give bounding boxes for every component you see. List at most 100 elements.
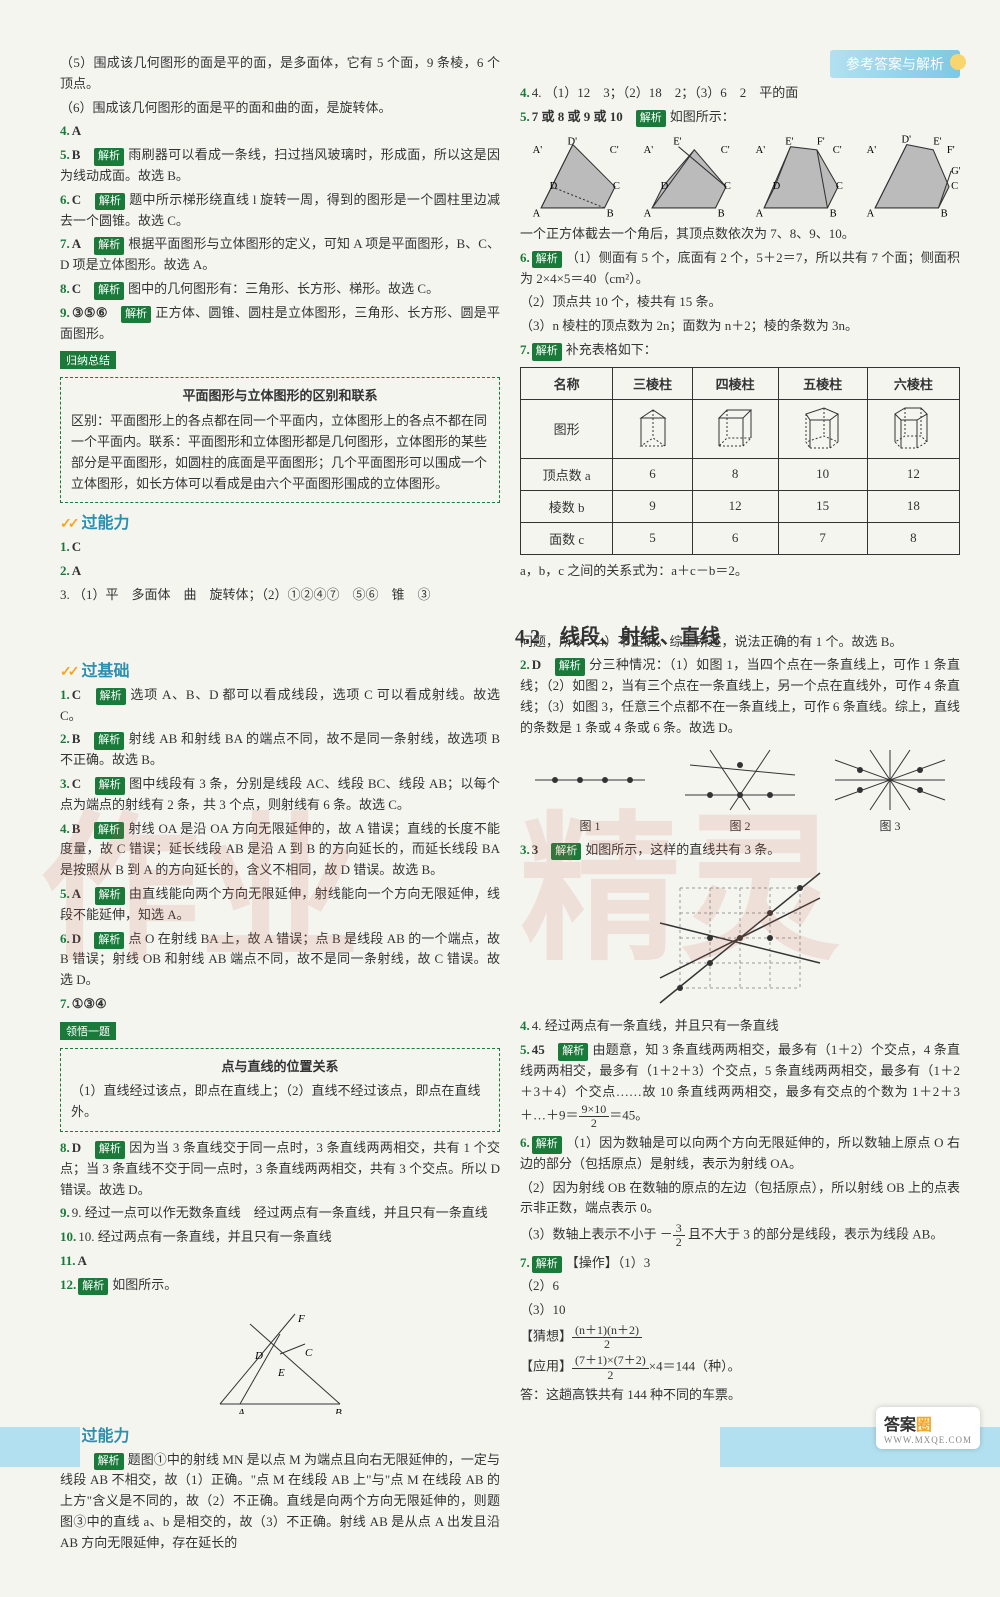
svg-text:B: B — [718, 208, 725, 218]
table-cell: 棱数 b — [521, 490, 613, 522]
box-title: 点与直线的位置关系 — [71, 1057, 489, 1078]
svg-text:C: C — [952, 180, 959, 191]
svg-text:D: D — [773, 180, 781, 191]
answer-item: 10.10. 经过两点有一条直线，并且只有一条直线 — [60, 1227, 500, 1248]
right-column: 4.4. （1）12 3；（2）18 2；（3）6 2 平的面 5.7 或 8 … — [520, 80, 960, 1557]
body-text: 答：这趟高铁共有 144 种不同的车票。 — [520, 1385, 960, 1406]
cube-cut-icon: A'C'D' ABCD — [520, 134, 626, 218]
hexa-prism-icon — [889, 406, 937, 452]
svg-text:B: B — [607, 208, 614, 218]
answer-item: 7.解析补充表格如下： — [520, 340, 960, 361]
answer-item: 2.B 解析射线 AB 和射线 BA 的端点不同，故不是同一条射线，故选项 B … — [60, 729, 500, 771]
table-header: 四棱柱 — [692, 367, 778, 399]
tetra-figures: A'C'D' ABCD A'E'C' ABCD A'E'F'C' ABCD A'… — [520, 134, 960, 218]
box-body: （1）直线经过该点，即点在直线上；（2）直线不经过该点，即点在直线外。 — [71, 1081, 489, 1123]
four-lines-icon — [680, 745, 800, 815]
body-text: （5）围成该几何图形的面是平的面，是多面体，它有 5 个面，9 条棱，6 个顶点… — [60, 53, 500, 95]
answer-item: 6.解析（1）因为数轴是可以向两个方向无限延伸的，所以数轴上原点 O 右边的部分… — [520, 1133, 960, 1175]
table-cell: 顶点数 a — [521, 458, 613, 490]
answer-item: 8.D 解析因为当 3 条直线交于同一点时，3 条直线两两相交，共有 1 个交点… — [60, 1138, 500, 1200]
table-cell: 7 — [778, 522, 867, 554]
svg-text:A': A' — [756, 145, 766, 156]
table-cell: 12 — [692, 490, 778, 522]
svg-text:B: B — [335, 1407, 342, 1414]
svg-text:F: F — [297, 1313, 305, 1325]
svg-text:C: C — [613, 180, 620, 191]
svg-text:E': E' — [934, 136, 942, 147]
table-cell: 5 — [613, 522, 692, 554]
svg-text:C: C — [836, 180, 843, 191]
figure-row: 图 1 图 2 — [520, 745, 960, 834]
summary-tab: 归纳总结 — [60, 351, 116, 369]
left-column: （5）围成该几何图形的面是平的面，是多面体，它有 5 个面，9 条棱，6 个顶点… — [60, 50, 500, 1557]
table-cell: 6 — [692, 522, 778, 554]
table-cell: 10 — [778, 458, 867, 490]
answer-item: 8.C 解析图中的几何图形有：三角形、长方形、梯形。故选 C。 — [60, 279, 500, 300]
body-text: （3）数轴上表示不小于 －32 且不大于 3 的部分是线段，表示为线段 AB。 — [520, 1222, 960, 1249]
svg-text:E': E' — [785, 136, 793, 147]
six-lines-icon — [830, 745, 950, 815]
svg-text:C': C' — [721, 145, 730, 156]
figure-q3 — [520, 868, 960, 1008]
answer-item: 4.A — [60, 121, 500, 142]
body-text: 【应用】(7＋1)×(7＋2)2×4＝144（种）。 — [520, 1354, 960, 1381]
svg-text:B: B — [830, 208, 837, 218]
svg-text:A: A — [237, 1407, 245, 1414]
answer-item: 5.B 解析雨刷器可以看成一条线，扫过挡风玻璃时，形成面，所以这是因为线动成面。… — [60, 145, 500, 187]
penta-prism-icon — [800, 406, 846, 452]
svg-text:C': C' — [833, 145, 842, 156]
table-cell: 15 — [778, 490, 867, 522]
svg-text:A': A' — [533, 145, 543, 156]
answer-item: 5.7 或 8 或 9 或 10 解析如图所示： — [520, 107, 960, 128]
table-cell: 8 — [692, 458, 778, 490]
answer-item: 9.③⑤⑥ 解析正方体、圆锥、圆柱是立体图形，三角形、长方形、圆是平面图形。 — [60, 303, 500, 345]
body-text: （2）因为射线 OB 在数轴的原点的左边（包括原点），所以射线 OB 上的点表示… — [520, 1178, 960, 1220]
svg-text:A: A — [644, 208, 652, 218]
cube-cut-icon: A'E'C' ABCD — [631, 134, 737, 218]
figure-3: 图 3 — [830, 745, 950, 834]
line-dots-icon — [530, 745, 650, 815]
table-header: 名称 — [521, 367, 613, 399]
svg-text:C: C — [305, 1347, 313, 1359]
answer-item: 2.A — [60, 561, 500, 582]
answer-item: 3.3 解析如图所示，这样的直线共有 3 条。 — [520, 840, 960, 861]
box-body: 区别：平面图形上的各点都在同一个平面内，立体图形上的各点不都在同一个平面内。联系… — [71, 411, 489, 494]
prism-table: 名称 三棱柱 四棱柱 五棱柱 六棱柱 图形 顶点数 a681012 棱数 b91… — [520, 367, 960, 555]
answer-item: 4.4. （1）12 3；（2）18 2；（3）6 2 平的面 — [520, 83, 960, 104]
dot-grid-lines-icon — [650, 868, 830, 1008]
figure-1: 图 1 — [530, 745, 650, 834]
svg-text:D': D' — [902, 134, 912, 145]
table-cell: 8 — [867, 522, 959, 554]
figure-q12: A B C D E F — [60, 1304, 500, 1414]
table-header: 三棱柱 — [613, 367, 692, 399]
answer-item: 1.C 解析选项 A、B、D 都可以看成线段，选项 C 可以看成射线。故选 C。 — [60, 685, 500, 727]
caption: 一个正方体截去一个角后，其顶点数依次为 7、8、9、10。 — [520, 224, 960, 245]
table-header: 六棱柱 — [867, 367, 959, 399]
summary-box: 点与直线的位置关系 （1）直线经过该点，即点在直线上；（2）直线不经过该点，即点… — [60, 1048, 500, 1132]
svg-text:F': F' — [947, 145, 955, 156]
answer-item: 5.A 解析由直线能向两个方向无限延伸，射线能向一个方向无限延伸，线段不能延伸，… — [60, 884, 500, 926]
table-cell — [692, 399, 778, 458]
table-cell: 18 — [867, 490, 959, 522]
svg-text:A': A' — [644, 145, 654, 156]
answer-item: 3.C 解析图中线段有 3 条，分别是线段 AC、线段 BC、线段 AB；以每个… — [60, 774, 500, 816]
svg-text:E': E' — [674, 136, 682, 147]
answer-item: 2.D 解析分三种情况：（1）如图 1，当四个点在一条直线上，可作 1 条直线；… — [520, 655, 960, 738]
box-title: 平面图形与立体图形的区别和联系 — [71, 386, 489, 407]
triangle-diagram-icon: A B C D E F — [210, 1304, 350, 1414]
summary-box: 平面图形与立体图形的区别和联系 区别：平面图形上的各点都在同一个平面内，立体图形… — [60, 377, 500, 503]
answer-item: 4.4. 经过两点有一条直线，并且只有一条直线 — [520, 1016, 960, 1037]
answer-item: 1.C — [60, 537, 500, 558]
quad-prism-icon — [713, 406, 757, 452]
section-basic: 过基础 — [60, 657, 500, 681]
figure-2: 图 2 — [680, 745, 800, 834]
body-text: 问题，所以（4）不正确。综上所述，说法正确的有 1 个。故选 B。 — [520, 632, 960, 653]
body-text: （3）10 — [520, 1300, 960, 1321]
svg-text:C: C — [724, 180, 731, 191]
answer-item: 6.D 解析点 O 在射线 BA 上，故 A 错误；点 B 是线段 AB 的一个… — [60, 929, 500, 991]
header-badge: 参考答案与解析 — [830, 50, 960, 78]
svg-text:A: A — [867, 208, 875, 218]
body-text: a，b，c 之间的关系式为：a＋c－b＝2。 — [520, 561, 960, 582]
cube-cut-icon: A'D'E'F' ABCG' — [854, 134, 960, 218]
answer-item: 3. （1）平 多面体 曲 旋转体；（2）①②④⑦ ⑤⑥ 锥 ③ — [60, 585, 500, 606]
